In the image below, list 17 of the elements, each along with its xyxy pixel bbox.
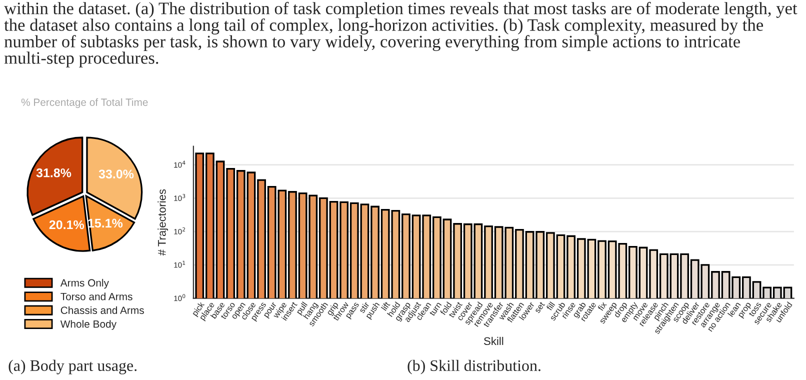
legend-label: Chassis and Arms (60, 306, 144, 314)
text: (a) Body part usage. (8, 360, 137, 374)
chart-title: % Percentage of Total Time (21, 98, 148, 108)
legend-label: Arms Only (60, 278, 109, 289)
text: (b) Skill distribution. (408, 360, 540, 374)
data-label: 33.0% (98, 170, 134, 178)
data-label: 20.1% (49, 220, 84, 230)
legend-label: Torso and Arms (60, 292, 132, 300)
x-tick-label: turn (429, 302, 442, 316)
y-axis-title: # Trajectories (158, 189, 168, 256)
legend-label: Whole Body (60, 320, 117, 330)
x-tick-label: set (534, 302, 546, 314)
x-axis-title: Skill (484, 336, 504, 346)
data-label: 31.8% (36, 168, 72, 178)
text: within the dataset. (a) The distribution of task completion times reveals that most tasks are of moderate length, yet the dataset also contains a long tail of complex, long-horizon activities. (b) Task complexity, measured by the number of subtasks per task, is shown to vary widely, covering everything from simple actions to intricate multi-step procedures. (4, 2, 798, 68)
pie-slice (26, 136, 84, 216)
x-tick-label: stir (358, 301, 370, 314)
